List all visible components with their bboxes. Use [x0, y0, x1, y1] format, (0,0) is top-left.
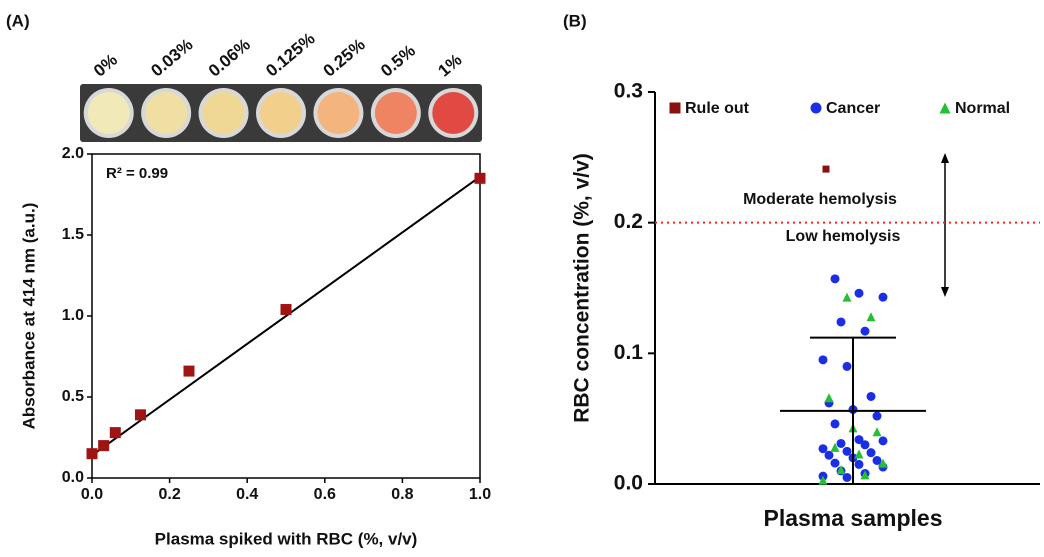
marker — [866, 391, 876, 401]
well-sample — [432, 92, 475, 134]
marker — [830, 458, 840, 468]
x-axis-label: Plasma spiked with RBC (%, v/v) — [155, 529, 418, 548]
well-sample — [87, 92, 130, 134]
y-tick-label: 0.0 — [614, 472, 643, 495]
well-label: 0.03% — [147, 35, 196, 81]
y-tick-label: 1.5 — [62, 226, 84, 243]
marker — [939, 102, 951, 114]
panel-label: (B) — [563, 11, 587, 30]
marker — [86, 448, 98, 460]
y-tick-label: 0.2 — [614, 210, 643, 233]
x-tick-label: 0.4 — [236, 486, 258, 503]
marker — [669, 102, 681, 114]
x-tick-label: 0.2 — [158, 486, 180, 503]
marker — [830, 419, 840, 429]
y-tick-label: 0.3 — [614, 80, 643, 103]
marker — [810, 102, 822, 114]
marker — [860, 440, 870, 450]
x-tick-label: 0.6 — [314, 486, 336, 503]
well-label: 0.5% — [377, 41, 419, 80]
marker — [878, 458, 888, 468]
marker — [854, 449, 864, 459]
marker — [878, 436, 888, 446]
marker — [872, 455, 882, 465]
marker — [872, 427, 882, 437]
well-sample — [202, 92, 245, 134]
marker — [474, 172, 486, 184]
marker — [836, 317, 846, 327]
well-sample — [374, 92, 417, 134]
marker — [135, 409, 146, 421]
y-tick-label: 2.0 — [62, 145, 84, 162]
x-tick-label: 0.0 — [81, 486, 103, 503]
marker — [280, 304, 292, 316]
x-tick-label: 0.8 — [391, 486, 413, 503]
annotation: Low hemolysis — [786, 228, 901, 245]
y-tick-label: 0.5 — [62, 388, 84, 405]
marker — [860, 470, 870, 480]
marker — [842, 446, 852, 456]
well-label: 0% — [90, 50, 121, 80]
y-tick-label: 1.0 — [62, 307, 84, 324]
y-tick-label: 0.0 — [62, 469, 84, 486]
marker — [842, 361, 852, 371]
marker — [822, 165, 830, 173]
marker — [854, 459, 864, 469]
legend-label: Cancer — [826, 100, 880, 117]
marker — [98, 440, 110, 452]
y-axis-label: Absorbance at 414 nm (a.u.) — [19, 203, 38, 430]
marker — [836, 438, 846, 448]
marker — [860, 326, 870, 336]
marker — [878, 292, 888, 302]
marker — [854, 435, 864, 445]
annotation: Moderate hemolysis — [743, 191, 897, 208]
marker — [872, 411, 882, 421]
y-tick-label: 0.1 — [614, 341, 644, 364]
legend-label: Rule out — [685, 100, 750, 117]
marker — [824, 393, 834, 403]
well-label: 1% — [435, 50, 466, 80]
y-axis-label: RBC concentration (%, v/v) — [571, 153, 594, 423]
marker — [818, 475, 828, 485]
well-label: 0.06% — [205, 35, 254, 81]
well-sample — [260, 92, 302, 134]
marker — [866, 312, 876, 322]
well-label: 0.125% — [262, 29, 318, 81]
marker — [830, 442, 840, 452]
marker — [854, 288, 864, 298]
well-sample — [317, 92, 360, 134]
marker — [818, 444, 828, 454]
marker — [109, 427, 121, 439]
trendline — [91, 175, 481, 457]
marker — [183, 365, 195, 377]
annotation: R² = 0.99 — [106, 165, 168, 182]
range-arrow — [941, 153, 949, 297]
x-tick-label: 1.0 — [469, 486, 491, 503]
x-axis-label: Plasma samples — [763, 505, 942, 531]
marker — [842, 472, 852, 482]
marker — [836, 465, 846, 475]
marker — [824, 450, 834, 460]
panel-label: (A) — [6, 11, 30, 30]
legend-label: Normal — [955, 100, 1010, 117]
marker — [866, 448, 876, 458]
marker — [842, 292, 852, 302]
well-label: 0.25% — [320, 35, 369, 81]
marker — [818, 355, 828, 365]
marker — [830, 274, 840, 284]
well-sample — [145, 92, 188, 134]
